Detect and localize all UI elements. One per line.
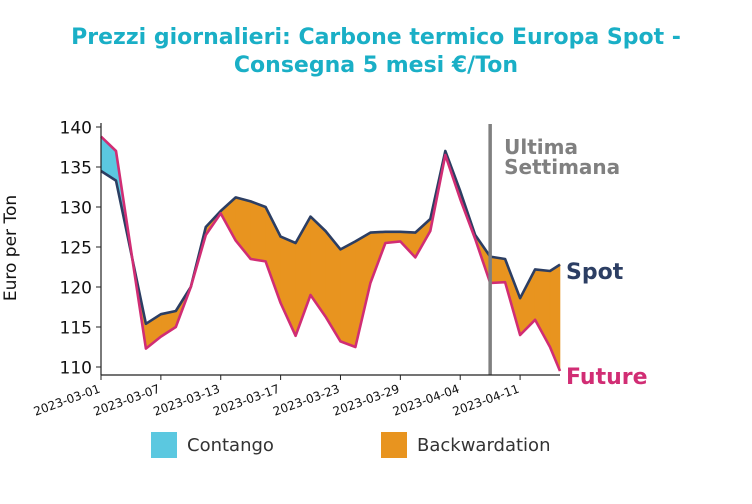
annotation-line1: Ultima bbox=[504, 135, 578, 159]
chart-title: Prezzi giornalieri: Carbone termico Euro… bbox=[0, 24, 752, 80]
lines-layer bbox=[100, 124, 562, 375]
x-tick-label: 2023-03-17 bbox=[211, 382, 281, 419]
x-tick-label: 2023-03-23 bbox=[271, 382, 341, 419]
legend-label-backwardation: Backwardation bbox=[417, 434, 551, 456]
legend-swatch-contango bbox=[151, 432, 177, 458]
x-tick-label: 2023-03-07 bbox=[92, 382, 162, 419]
backwardation-fill bbox=[250, 200, 266, 262]
legend-swatch-backwardation bbox=[381, 432, 407, 458]
backwardation-fill bbox=[310, 215, 326, 318]
backwardation-fill bbox=[549, 264, 561, 372]
annotation-line2: Settimana bbox=[504, 155, 620, 179]
y-tick-label: 130 bbox=[60, 199, 92, 219]
backwardation-fill bbox=[489, 256, 506, 284]
series-label-spot: Spot bbox=[566, 260, 624, 285]
series-label-future: Future bbox=[566, 365, 648, 390]
chart-title-line1: Prezzi giornalieri: Carbone termico Euro… bbox=[71, 25, 681, 50]
y-axis-label: Euro per Ton bbox=[1, 195, 21, 301]
x-tick-label: 2023-03-13 bbox=[151, 382, 221, 419]
legend-label-contango: Contango bbox=[187, 434, 274, 456]
legend-backwardation: Backwardation bbox=[381, 432, 550, 458]
chart-title-line2: Consegna 5 mesi €/Ton bbox=[233, 53, 519, 78]
y-tick-label: 125 bbox=[60, 239, 92, 259]
backwardation-fill bbox=[340, 240, 356, 348]
y-tick-label: 120 bbox=[60, 279, 92, 299]
y-tick-label: 115 bbox=[60, 319, 92, 339]
x-tick-label: 2023-04-04 bbox=[391, 382, 461, 419]
x-tick-label: 2023-03-29 bbox=[331, 382, 401, 419]
y-tick-label: 135 bbox=[60, 159, 92, 179]
backwardation-fill bbox=[519, 269, 536, 336]
x-tick-label: 2023-03-01 bbox=[32, 382, 102, 419]
y-tick-label: 140 bbox=[60, 119, 92, 139]
y-tick-label: 110 bbox=[60, 359, 92, 379]
x-tick-label: 2023-04-11 bbox=[451, 382, 521, 419]
legend-contango: Contango bbox=[151, 432, 274, 458]
